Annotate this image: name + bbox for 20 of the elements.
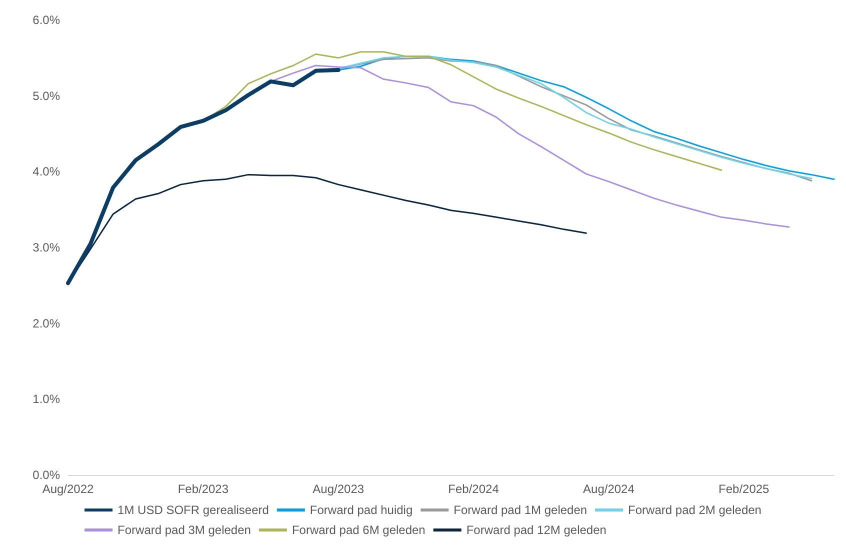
x-tick-label: Feb/2025	[718, 482, 770, 496]
y-tick-label: 6.0%	[32, 13, 60, 27]
x-tick-label: Aug/2024	[583, 482, 635, 496]
x-tick-label: Aug/2022	[42, 482, 94, 496]
y-tick-label: 1.0%	[32, 392, 60, 406]
legend-label: Forward pad 6M geleden	[292, 523, 426, 537]
legend-label: Forward pad 12M geleden	[466, 523, 606, 537]
y-tick-label: 2.0%	[32, 316, 60, 330]
y-tick-label: 5.0%	[32, 88, 60, 103]
legend-label: Forward pad 2M geleden	[628, 503, 762, 517]
legend-label: Forward pad 3M geleden	[118, 523, 251, 537]
x-tick-label: Aug/2023	[312, 482, 364, 496]
legend-label: Forward pad huidig	[310, 503, 413, 517]
legend-label: 1M USD SOFR gerealiseerd	[118, 503, 269, 517]
legend-label: Forward pad 1M geleden	[454, 503, 588, 517]
y-tick-label: 4.0%	[32, 164, 60, 179]
x-tick-label: Feb/2023	[178, 482, 229, 496]
y-tick-label: 3.0%	[32, 240, 60, 254]
y-tick-label: 0.0%	[32, 468, 60, 482]
x-tick-label: Feb/2024	[448, 482, 500, 496]
